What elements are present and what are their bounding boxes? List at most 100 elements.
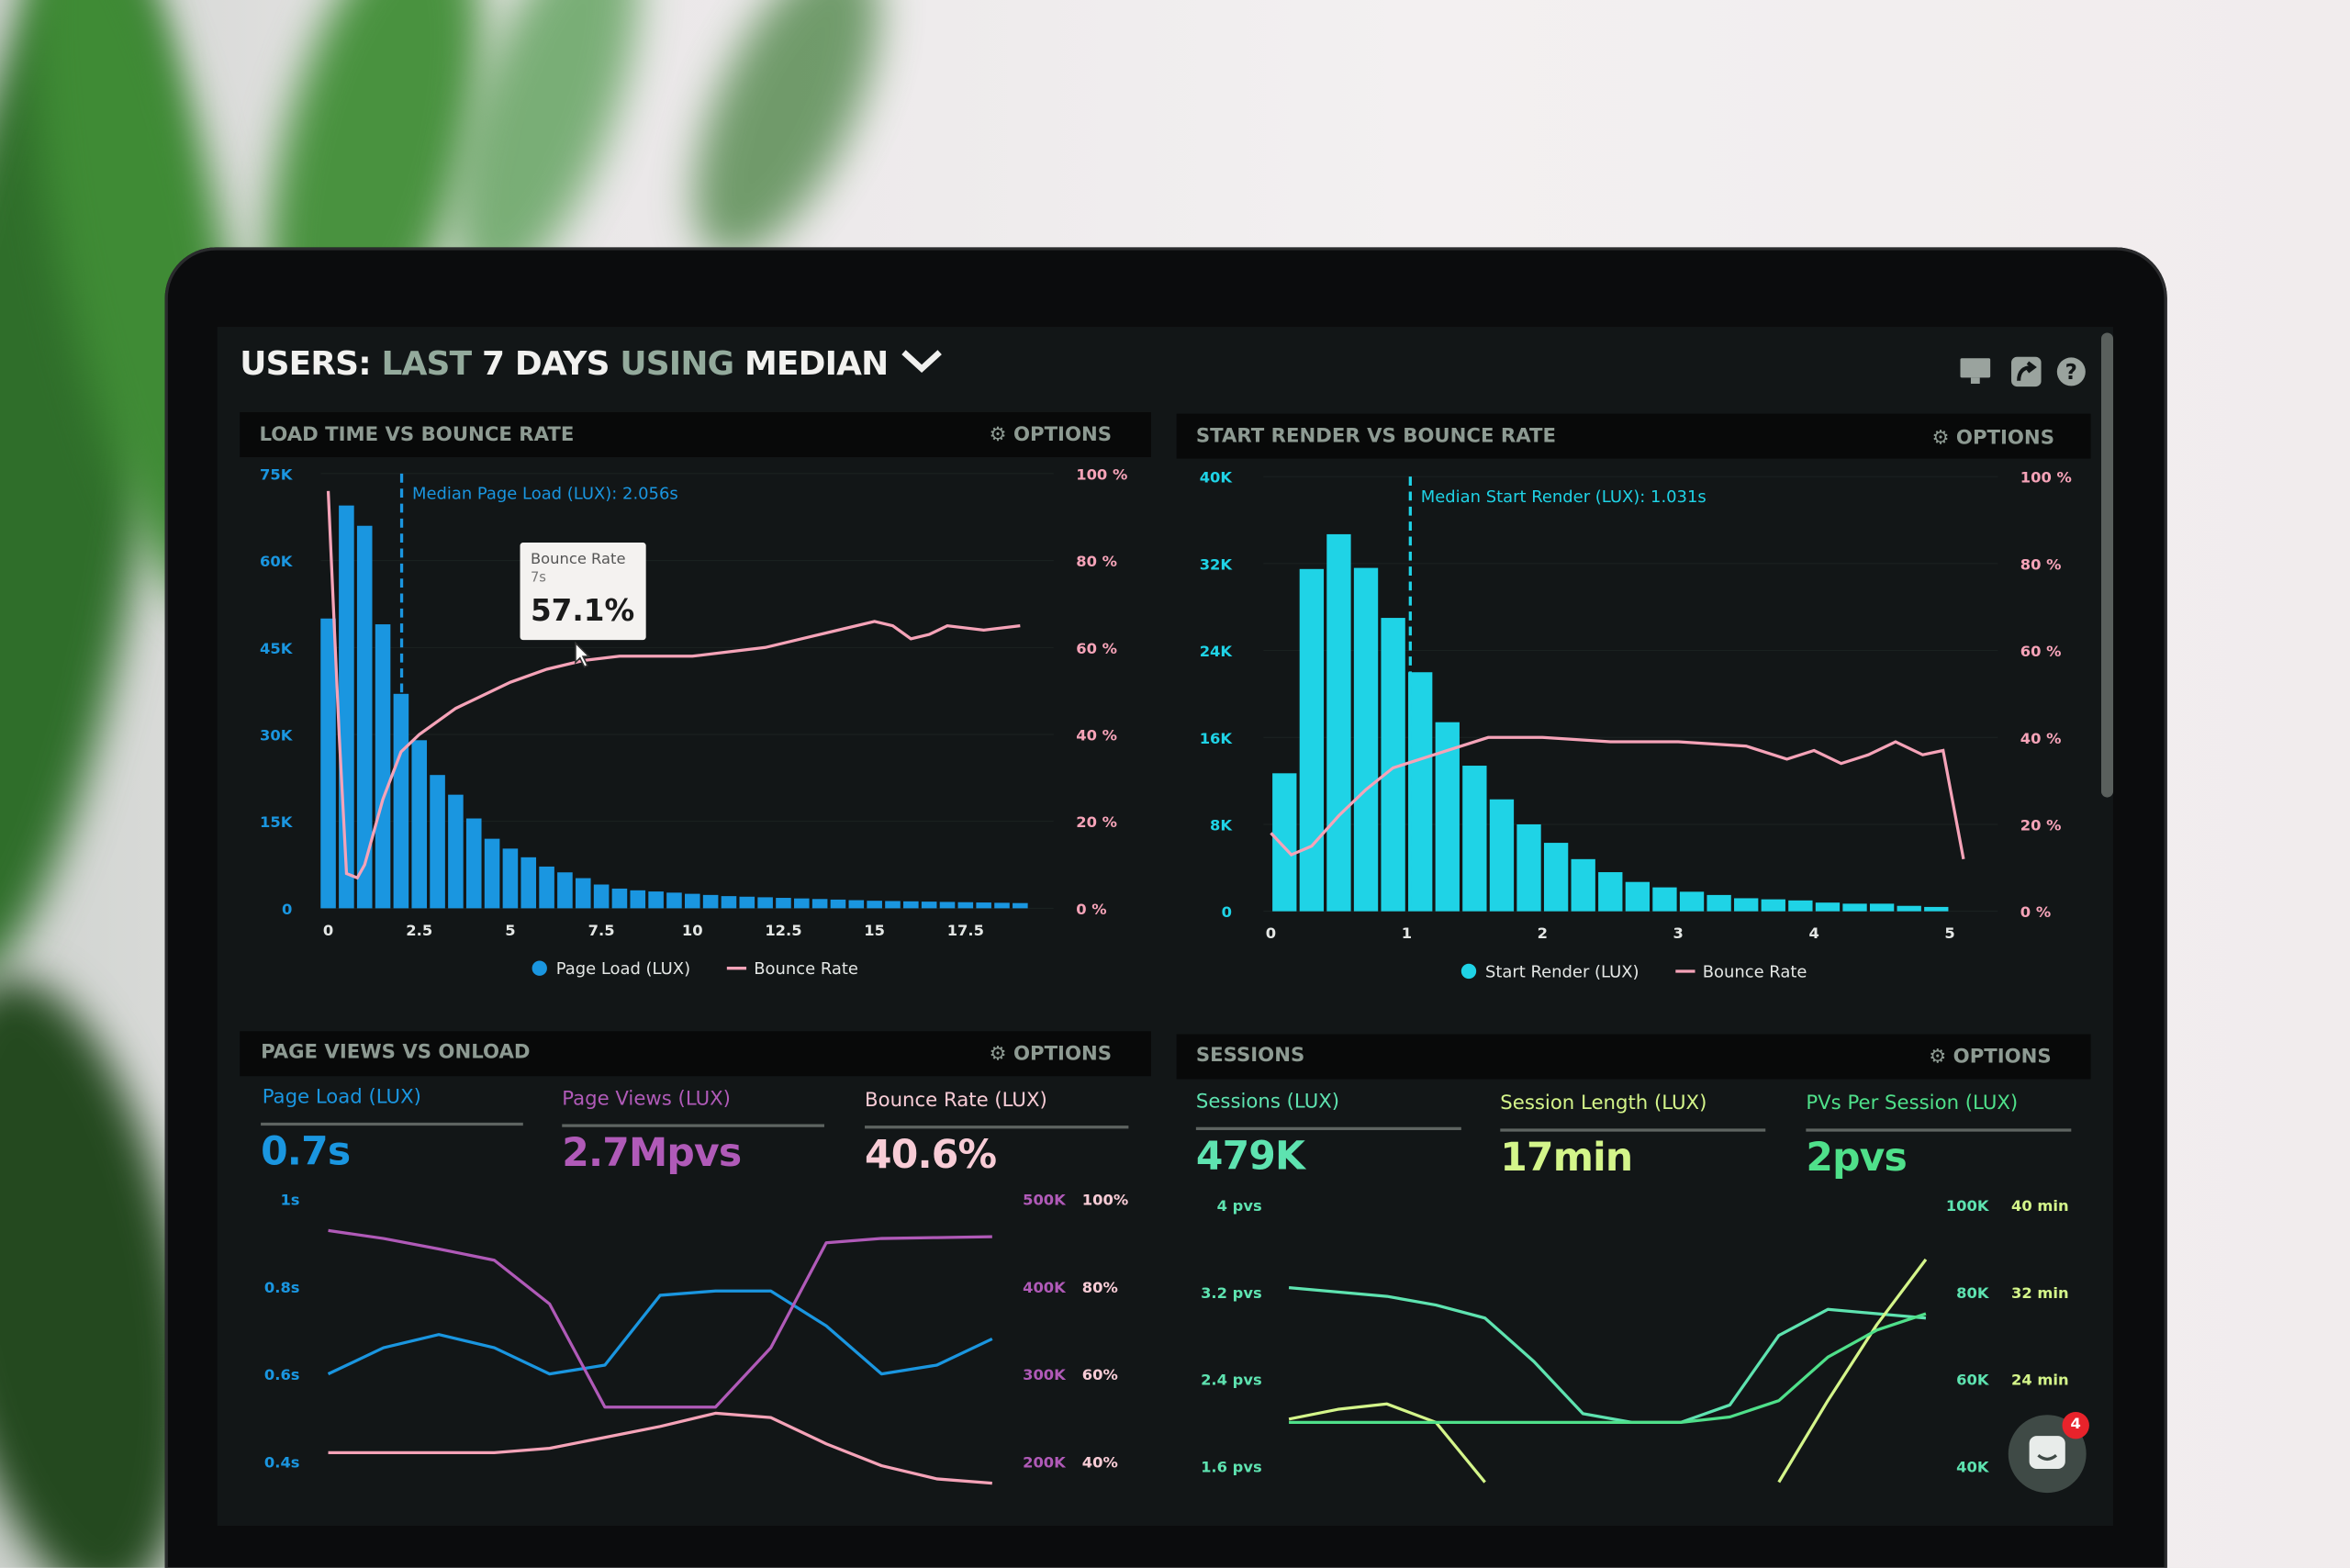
stat-value: 2pvs [1806,1136,1907,1182]
stat-value: 40.6% [865,1133,997,1179]
panel-title: START RENDER VS BOUNCE RATE [1195,425,1556,449]
histogram-bar [903,901,919,909]
bounce-rate-line [326,490,1021,880]
y-tick-label: 8K [1210,816,1233,834]
histogram-bar [721,896,737,909]
histogram-bar [1761,899,1785,912]
y-tick-label: 15K [260,813,294,831]
histogram-bar [1489,799,1515,912]
svg-text:?: ? [2065,361,2077,385]
legend-marker [532,960,547,976]
histogram-bar [976,902,991,909]
legend-label: Bounce Rate [754,959,858,979]
y2-tick-label: 100 % [1076,465,1127,483]
histogram-bar [921,902,937,909]
panel-header-start-render [1176,413,2091,459]
title-users: USERS: [240,346,371,384]
histogram-bar [1408,672,1433,912]
y-tick-label: 45K [260,640,294,657]
y-tick-label: 0.6s [264,1366,300,1383]
y2-tick-label: 60 % [2020,643,2062,660]
stat-value: 0.7s [261,1130,351,1175]
title-range[interactable]: 7 DAYS [482,346,610,384]
stat-label: Page Views (LUX) [562,1088,731,1111]
panel-title: LOAD TIME VS BOUNCE RATE [259,424,575,447]
bounce-rate-line [1270,735,1965,860]
title-using: USING [620,346,734,384]
options-button[interactable]: ⚙ OPTIONS [1931,427,2053,449]
x-tick-label: 5 [505,922,515,939]
histogram-bar [502,848,519,909]
x-tick-label: 4 [1808,924,1818,942]
histogram-bar [848,900,865,909]
histogram-bar [957,902,974,909]
stat-label: Page Load (LUX) [262,1086,421,1110]
histogram-bar [684,893,700,909]
histogram-bar [1543,843,1569,912]
histogram-bar [430,775,445,909]
histogram-bar [1815,902,1841,912]
y-tick-label: 24 min [2011,1372,2069,1389]
y2-tick-label: 20 % [1076,813,1117,831]
y-tick-label: 32 min [2011,1284,2069,1302]
x-tick-label: 2 [1538,924,1548,942]
histogram-bar [356,525,373,909]
x-tick-label: 0 [323,922,333,939]
options-button[interactable]: ⚙ OPTIONS [990,1043,1112,1065]
histogram-bar [1625,881,1651,912]
histogram-bar [1924,906,1949,912]
stat-label: Session Length (LUX) [1500,1092,1707,1115]
histogram-bar [811,899,828,909]
y-tick-label: 60K [1956,1372,1990,1389]
y-tick-label: 40% [1082,1453,1118,1471]
tooltip-x: 7s [530,571,546,587]
share-icon[interactable] [2011,356,2042,387]
x-tick-label: 7.5 [588,922,615,939]
y-tick-label: 16K [1200,730,1234,747]
histogram-bar [593,884,610,909]
histogram-bar [739,896,755,909]
series-line [1288,1285,1927,1425]
histogram-bar [702,894,719,909]
histogram-bar [757,897,773,909]
histogram-bar [557,872,573,909]
y-tick-label: 40K [1956,1458,1990,1475]
y-tick-label: 80K [1956,1284,1990,1302]
y-tick-label: 4 pvs [1217,1197,1262,1215]
title-aggregate[interactable]: MEDIAN [744,346,889,384]
stat-label: PVs Per Session (LUX) [1806,1092,2019,1115]
x-tick-label: 1 [1402,924,1412,942]
histogram-bar [575,878,591,909]
options-button[interactable]: ⚙ OPTIONS [990,424,1112,446]
tooltip: Bounce Rate 7s 57.1% [520,543,646,641]
y-tick-label: 1.6 pvs [1201,1458,1262,1475]
y-tick-label: 400K [1023,1279,1067,1296]
panel-title: PAGE VIEWS VS ONLOAD [261,1041,531,1065]
chat-button[interactable]: 4 [2008,1411,2089,1494]
y-tick-label: 100K [1946,1197,1990,1215]
chevron-down-icon[interactable] [899,348,944,375]
help-icon[interactable]: ? [2056,357,2087,387]
histogram-bar [1272,773,1297,912]
y-tick-label: 2.4 pvs [1201,1372,1262,1389]
histogram-bar [465,818,482,909]
y-tick-label: 0 [1222,903,1232,921]
y-tick-label: 24K [1200,643,1234,660]
histogram-bar [1897,905,1921,912]
median-annotation: Median Start Render (LUX): 1.031s [1421,487,1707,507]
y2-tick-label: 40 % [1076,727,1117,745]
gear-icon: ⚙ [989,424,1007,447]
page-title[interactable]: USERS: LAST 7 DAYS USING MEDIAN [240,346,944,384]
x-tick-label: 10 [682,922,703,939]
legend-label: Page Load (LUX) [556,959,690,979]
scrollbar[interactable] [2100,332,2114,798]
histogram-bar [1869,903,1895,912]
series-line [328,1411,992,1485]
options-button[interactable]: ⚙ OPTIONS [1929,1047,2051,1069]
divider [1806,1128,2072,1132]
monitor-icon[interactable] [1959,357,1992,387]
title-last: LAST [381,346,473,384]
stat-value: 479K [1195,1134,1305,1180]
